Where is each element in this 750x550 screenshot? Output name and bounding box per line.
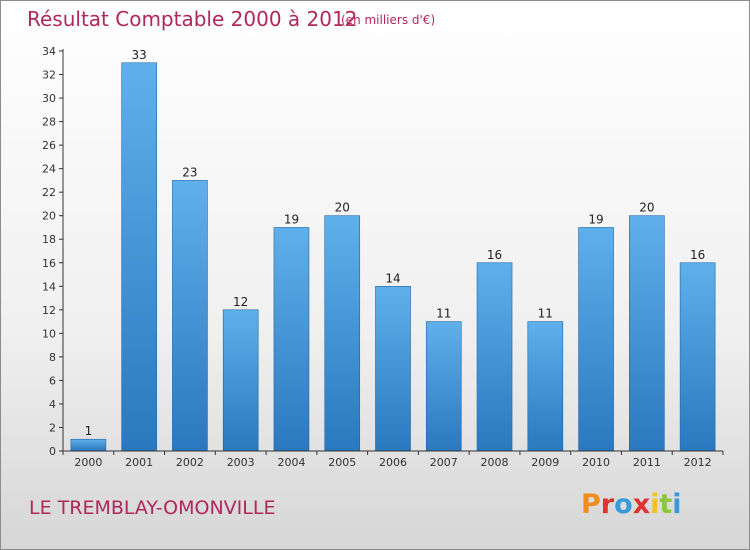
x-tick-label-2007: 2007 bbox=[430, 456, 458, 469]
bar-2004 bbox=[273, 227, 310, 452]
bar-2011 bbox=[629, 215, 665, 452]
logo-letter: P bbox=[581, 489, 601, 520]
value-label-2005: 20 bbox=[335, 201, 350, 215]
y-tick-label-14: 14 bbox=[42, 280, 56, 293]
value-label-2006: 14 bbox=[385, 271, 400, 285]
bar-2008 bbox=[476, 262, 513, 452]
y-tick-label-32: 32 bbox=[42, 69, 56, 82]
value-label-2001: 33 bbox=[132, 48, 147, 62]
bars-group: 1 33 23 12 19 20 14 11 16 11 19 20 16 bbox=[70, 48, 716, 452]
bar-2002 bbox=[172, 180, 208, 452]
x-tick-label-2011: 2011 bbox=[633, 456, 661, 469]
y-tick-label-0: 0 bbox=[49, 445, 56, 458]
bar-2012 bbox=[679, 262, 716, 452]
value-label-2000: 1 bbox=[85, 424, 93, 438]
value-label-2011: 20 bbox=[639, 201, 654, 215]
x-tick-label-2012: 2012 bbox=[684, 456, 712, 469]
logo-letter: x bbox=[632, 489, 651, 520]
y-tick-label-34: 34 bbox=[42, 45, 56, 58]
bar-2006 bbox=[375, 285, 411, 452]
y-tick-label-22: 22 bbox=[42, 186, 56, 199]
value-label-2003: 12 bbox=[233, 295, 248, 309]
x-tick-label-2008: 2008 bbox=[481, 456, 509, 469]
x-tick-label-2006: 2006 bbox=[379, 456, 407, 469]
y-tick-label-8: 8 bbox=[49, 351, 56, 364]
y-tick-label-30: 30 bbox=[42, 92, 56, 105]
y-tick-label-18: 18 bbox=[42, 233, 56, 246]
logo-letter: t bbox=[659, 489, 673, 520]
logo-letter: o bbox=[614, 489, 633, 520]
x-tick-label-2002: 2002 bbox=[176, 456, 204, 469]
bar-2000 bbox=[70, 438, 107, 452]
y-tick-label-10: 10 bbox=[42, 327, 56, 340]
chart-subtitle: (en milliers d'€) bbox=[341, 13, 436, 27]
x-tick-label-2004: 2004 bbox=[277, 456, 305, 469]
x-tick-label-2009: 2009 bbox=[531, 456, 559, 469]
y-tick-label-24: 24 bbox=[42, 163, 56, 176]
logo-letter: i bbox=[650, 489, 660, 520]
y-tick-label-2: 2 bbox=[49, 421, 56, 434]
bar-2005 bbox=[324, 215, 361, 452]
value-label-2004: 19 bbox=[284, 212, 299, 226]
bar-2001 bbox=[121, 62, 157, 452]
axes-group: 2000 2001 2002 2003 2004 2005 2006 2007 2008 2009… bbox=[42, 45, 724, 469]
value-label-2008: 16 bbox=[487, 248, 502, 262]
x-tick-label-2010: 2010 bbox=[582, 456, 610, 469]
y-tick-label-4: 4 bbox=[49, 398, 56, 411]
y-tick-label-12: 12 bbox=[42, 304, 56, 317]
y-tick-label-28: 28 bbox=[42, 116, 56, 129]
value-label-2010: 19 bbox=[588, 212, 603, 226]
value-label-2012: 16 bbox=[690, 248, 705, 262]
x-tick-label-2000: 2000 bbox=[74, 456, 102, 469]
location-name: LE TREMBLAY-OMONVILLE bbox=[29, 497, 276, 519]
logo-letter: r bbox=[600, 489, 615, 520]
bar-2010 bbox=[578, 227, 614, 452]
y-tick-label-6: 6 bbox=[49, 374, 56, 387]
logo-letter: i bbox=[672, 489, 682, 520]
y-tick-label-16: 16 bbox=[42, 257, 56, 270]
x-tick-label-2001: 2001 bbox=[125, 456, 153, 469]
proxiti-logo: Proxiti bbox=[581, 489, 682, 520]
value-label-2009: 11 bbox=[538, 307, 553, 321]
bar-2007 bbox=[425, 321, 462, 452]
bar-2009 bbox=[527, 321, 564, 452]
value-label-2007: 11 bbox=[436, 307, 451, 321]
y-tick-label-26: 26 bbox=[42, 139, 56, 152]
value-label-2002: 23 bbox=[182, 165, 197, 179]
bar-2003 bbox=[222, 309, 259, 452]
chart-title: Résultat Comptable 2000 à 2012 bbox=[27, 7, 358, 31]
y-tick-label-20: 20 bbox=[42, 210, 56, 223]
x-tick-label-2005: 2005 bbox=[328, 456, 356, 469]
x-tick-label-2003: 2003 bbox=[227, 456, 255, 469]
